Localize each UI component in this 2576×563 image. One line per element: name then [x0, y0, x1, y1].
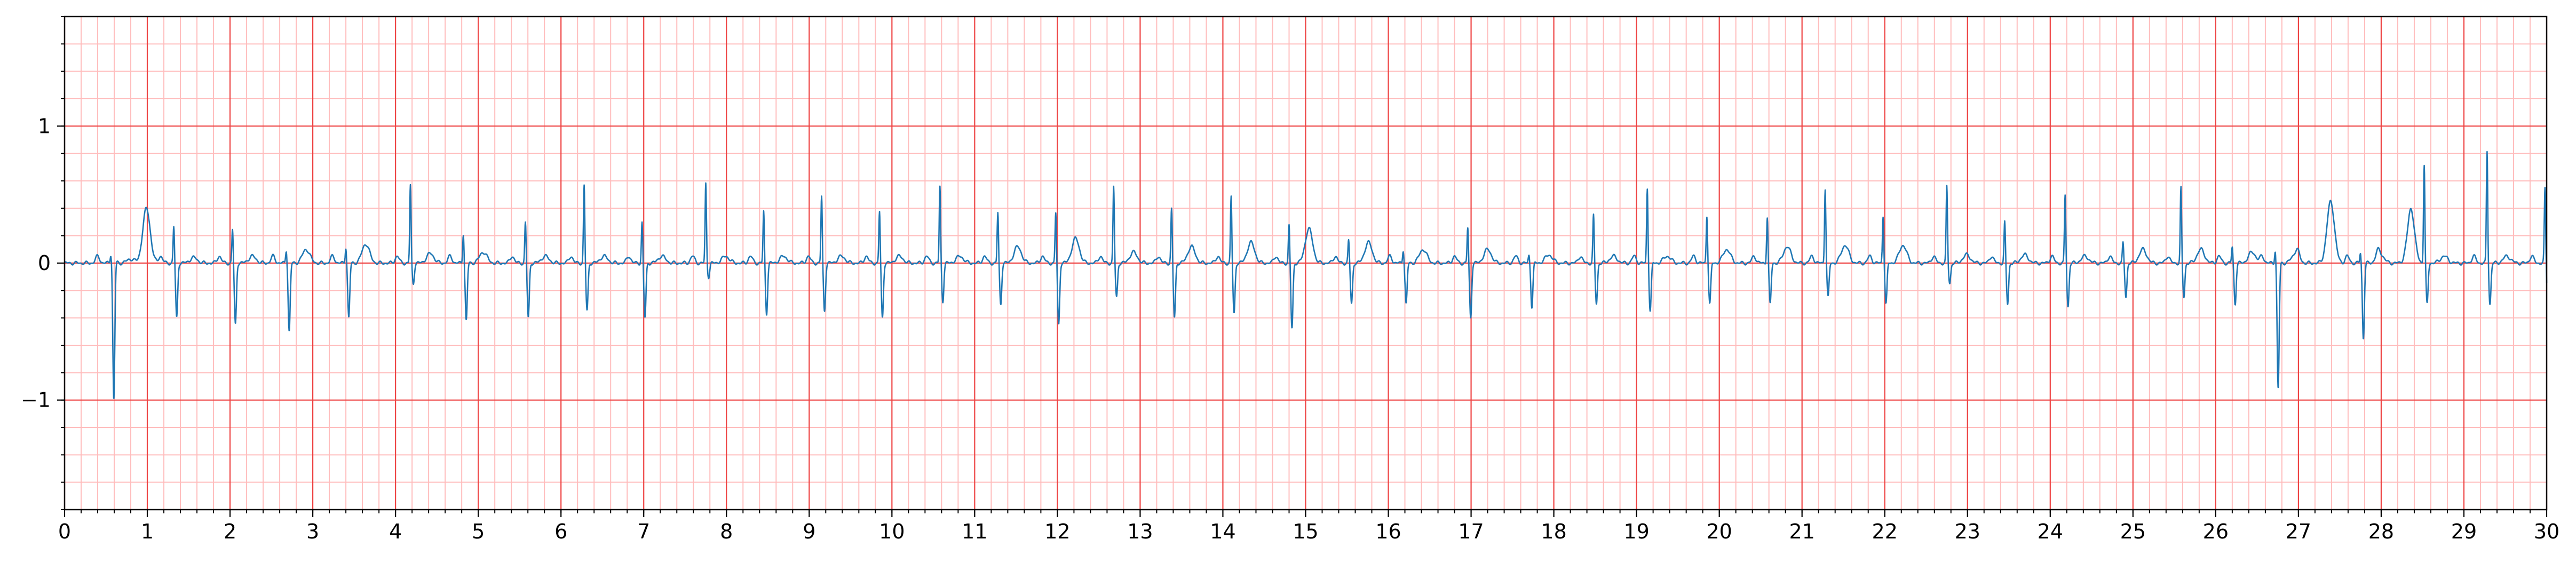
x-tick-label: 24 [2038, 520, 2063, 543]
x-tick-label: 8 [720, 520, 733, 543]
x-tick-label: 26 [2203, 520, 2229, 543]
x-tick-label: 25 [2120, 520, 2146, 543]
y-axis-ticks: −1 0 1 [21, 16, 65, 510]
x-tick-label: 21 [1789, 520, 1815, 543]
y-tick-label: −1 [21, 388, 51, 412]
x-tick-label: 13 [1127, 520, 1153, 543]
x-tick-label: 7 [637, 520, 650, 543]
x-tick-label: 14 [1210, 520, 1235, 543]
y-tick-label: 0 [38, 251, 51, 275]
x-tick-label: 12 [1044, 520, 1070, 543]
x-tick-label: 29 [2451, 520, 2477, 543]
x-tick-label: 15 [1293, 520, 1318, 543]
x-tick-label: 6 [554, 520, 567, 543]
x-tick-label: 17 [1458, 520, 1484, 543]
x-tick-label: 22 [1872, 520, 1898, 543]
trace-layer [64, 150, 2548, 399]
x-tick-label: 9 [803, 520, 815, 543]
x-tick-label: 23 [1955, 520, 1980, 543]
ecg-trace-line [64, 150, 2548, 399]
x-tick-label: 2 [224, 520, 236, 543]
x-tick-label: 3 [306, 520, 319, 543]
x-tick-label: 11 [962, 520, 987, 543]
x-tick-label: 20 [1706, 520, 1732, 543]
y-tick-label: 1 [38, 114, 51, 138]
x-tick-label: 10 [879, 520, 905, 543]
x-tick-label: 16 [1375, 520, 1401, 543]
x-tick-label: 1 [141, 520, 154, 543]
x-tick-label: 5 [472, 520, 485, 543]
x-axis-ticks: 0 1 2 3 4 5 6 7 8 9 10 11 12 13 14 15 16 17 18 19 20 21 22 23 24… [58, 510, 2559, 543]
x-tick-label: 19 [1623, 520, 1649, 543]
x-tick-label: 28 [2368, 520, 2394, 543]
x-tick-label: 18 [1541, 520, 1566, 543]
x-tick-label: 4 [389, 520, 402, 543]
x-tick-label: 30 [2534, 520, 2559, 543]
x-tick-label: 0 [58, 520, 71, 543]
x-tick-label: 27 [2286, 520, 2311, 543]
